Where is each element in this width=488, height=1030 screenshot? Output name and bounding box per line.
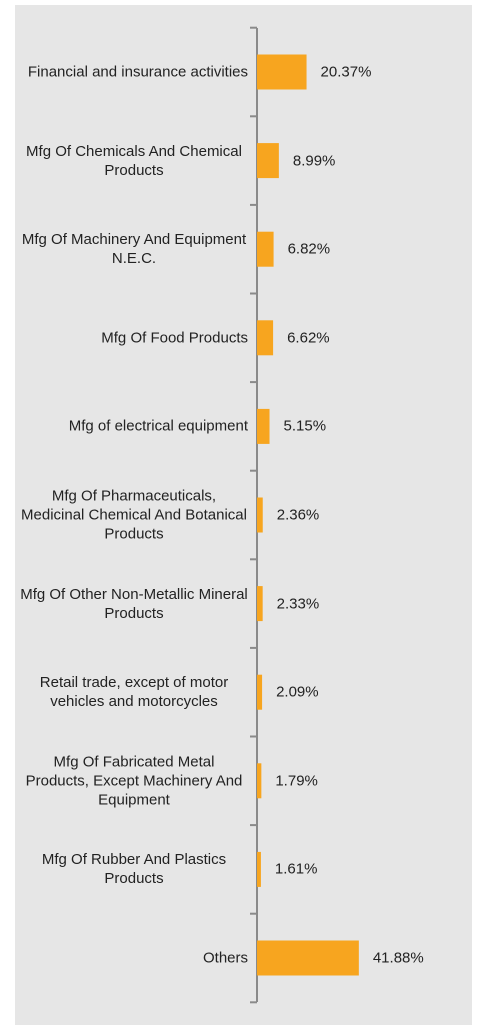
category-label: Mfg Of Machinery And Equipment N.E.C. [21, 231, 247, 268]
value-label: 8.99% [292, 152, 336, 170]
value-label: 6.62% [287, 329, 330, 347]
bar [257, 586, 263, 622]
category-label: Mfg of electrical equipment [68, 417, 248, 435]
bar [257, 940, 359, 976]
value-label: 1.79% [275, 772, 318, 790]
bar [257, 408, 270, 444]
category-label: Mfg Of Chemicals And Chemical Products [26, 142, 242, 179]
category-label: Mfg Of Other Non-Metallic Mineral Produc… [20, 585, 248, 622]
category-label: Mfg Of Pharmaceuticals, Medicinal Chemic… [21, 487, 247, 543]
value-label: 2.36% [276, 506, 320, 524]
bar [257, 497, 263, 533]
bar [257, 143, 279, 179]
category-label: Financial and insurance activities [27, 63, 248, 81]
category-label: Mfg Of Food Products [101, 329, 248, 347]
bar [257, 231, 274, 267]
category-label: Mfg Of Fabricated Metal Products, Except… [25, 753, 243, 809]
value-label: 2.33% [276, 595, 320, 613]
chart-panel [15, 5, 472, 1025]
bar [257, 851, 261, 887]
bar [257, 674, 263, 710]
value-label: 2.09% [276, 683, 319, 701]
bar [257, 54, 307, 90]
value-label: 6.82% [287, 240, 331, 258]
category-label: Others [202, 949, 248, 967]
category-label: Retail trade, except of motor vehicles a… [39, 674, 229, 711]
bar [257, 763, 262, 799]
value-label: 5.15% [283, 417, 327, 435]
bar [257, 320, 274, 356]
value-label: 41.88% [372, 949, 424, 967]
category-label: Mfg Of Rubber And Plastics Products [41, 851, 227, 888]
value-label: 20.37% [320, 63, 372, 81]
value-label: 1.61% [274, 860, 318, 878]
